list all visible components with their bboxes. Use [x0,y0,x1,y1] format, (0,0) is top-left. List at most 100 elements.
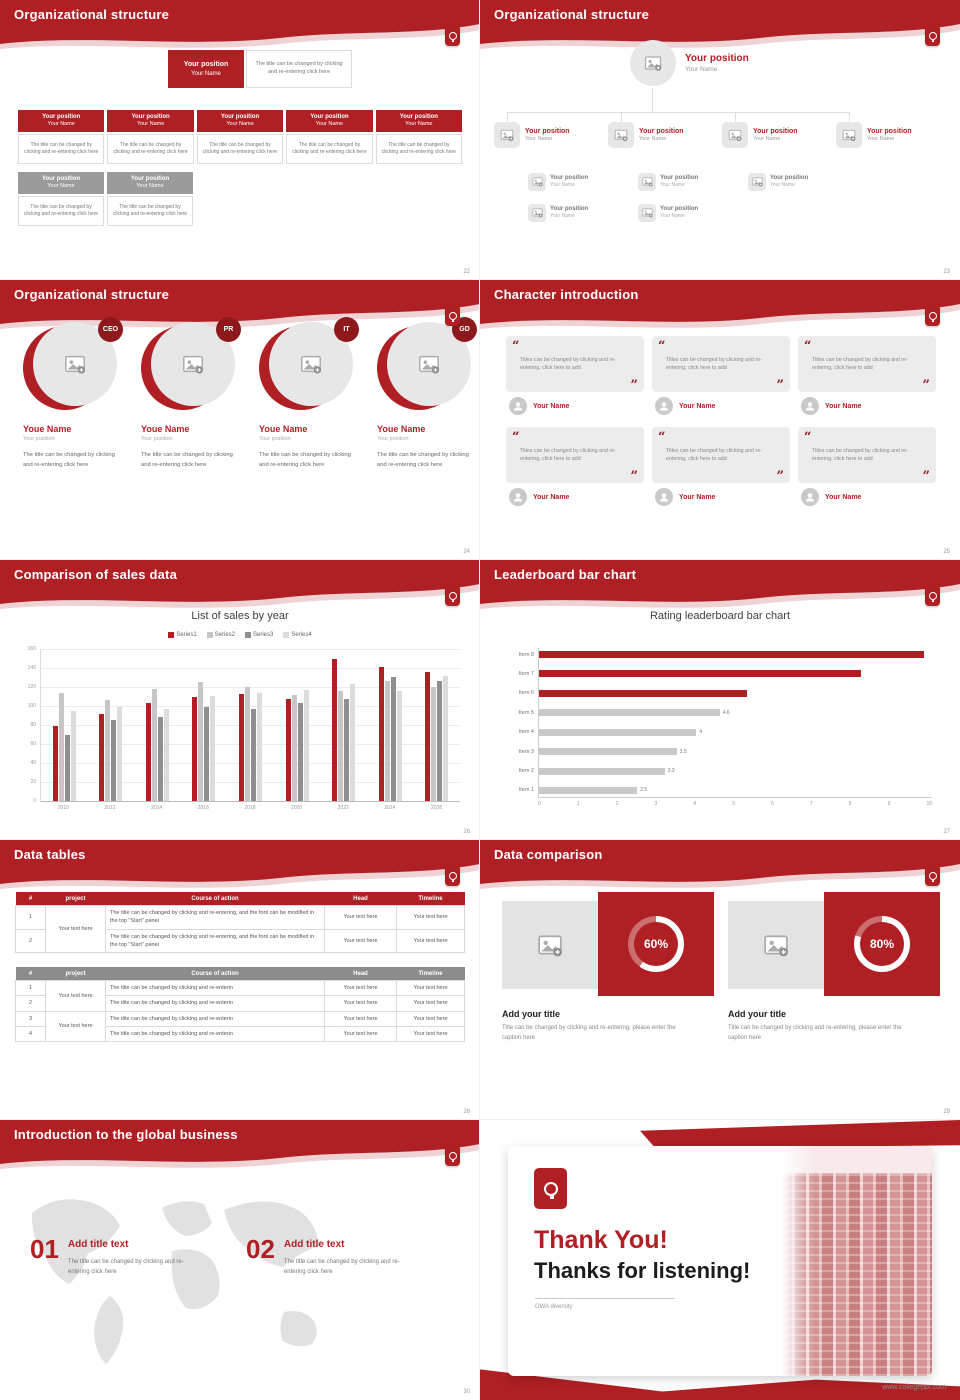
image-placeholder-icon [728,901,824,989]
profile-card: PR Youe Name Your position The title can… [130,317,248,471]
table-row: 1 Your text here The title can be change… [15,905,465,953]
leaderboard-plot: Item 8 Item 7 Item 6 Item 5 4.6 Item 4 4 Item 3… [519,648,932,807]
slide-23[interactable]: Organizational structure Your position Yo… [479,0,960,281]
slide-title: Character introduction [494,287,639,302]
connector-line [652,88,653,112]
profile-card: CEO Youe Name Your position The title ca… [12,317,130,471]
page-number: 24 [463,549,470,555]
slide-title: Introduction to the global business [14,1127,238,1142]
col-header: # [15,967,46,981]
numbered-item: 02 Add title text The title can be chang… [246,1234,400,1276]
node-note: The title can be changed by clicking and… [246,50,352,88]
org-root-node: Your position Your Name [630,40,749,86]
quote-card: “Titles can be changed by clicking and r… [506,427,644,506]
page-number: 30 [463,1389,470,1395]
org-child: Your position Your Name [722,122,836,148]
profile-card: IT Youe Name Your position The title can… [248,317,366,471]
col-header: Course of action [105,892,325,906]
page-number: 27 [943,829,950,835]
slide-26[interactable]: Comparison of sales data List of sales b… [0,559,481,841]
slide-title: Data comparison [494,847,603,862]
org-subchild: Your position Your Name [638,166,748,197]
slide-25[interactable]: Character introduction “Titles can be ch… [479,279,960,561]
world-map [31,1199,319,1364]
table-row: 4 The title can be changed by clicking a… [15,1025,465,1043]
slide-22[interactable]: Organizational structure Your position Yo… [0,0,481,281]
connector-line [507,112,508,122]
quote-card: “Titles can be changed by clicking and r… [652,427,790,506]
thank-you-subtitle: Thanks for listening! [534,1258,751,1283]
org-child: Your position Your Name [608,122,722,148]
brand-logo-icon [925,306,940,326]
org-subchild: Your position Your Name [638,197,748,228]
comparison-card: 80% Add your title Title can be changed … [728,892,940,1043]
connector-line [621,112,622,122]
table-row: 2 The title can be changed by clicking a… [15,995,465,1012]
slide-title: Comparison of sales data [14,567,178,582]
org-node: Your position Your Name The title can be c… [107,172,193,226]
image-placeholder-icon [528,172,546,191]
image-placeholder-icon [722,122,748,148]
role-badge: CEO [98,317,123,342]
quote-card: “Titles can be changed by clicking and r… [798,427,936,506]
slide-30[interactable]: Introduction to the global business 01 A… [0,1119,481,1400]
donut-chart: 60% [628,916,684,972]
table-row: 2 The title can be changed by clicking a… [15,928,465,953]
slide-28[interactable]: Data tables # project Course of action H… [0,839,481,1121]
table-row: 1 Your text here The title can be change… [15,979,465,1012]
col-header: project [45,967,106,981]
slide-thank-you[interactable]: Thank You! Thanks for listening! GWA div… [479,1119,960,1400]
org-node: Your position Your Name The title can be c… [18,110,105,164]
page-number: 25 [943,549,950,555]
col-header: Head [324,967,397,981]
website-link[interactable]: www.collegeppt.com [882,1384,946,1391]
org-row-2: Your position Your Name The title can be c… [18,172,193,226]
page-number: 26 [463,829,470,835]
leaderboard-xlabels: 0 1 2 3 4 5 6 7 8 9 10 [538,801,932,807]
person-icon [655,397,673,415]
brand-logo-icon [445,26,460,46]
profiles: CEO Youe Name Your position The title ca… [12,317,477,471]
org-child: Your position Your Name [836,122,950,148]
image-placeholder-icon [630,40,676,86]
brand-logo-icon [925,586,940,606]
slide-29[interactable]: Data comparison 60% Add your title Title… [479,839,960,1121]
chart-title: Rating leaderboard bar chart [649,610,791,622]
org-node: Your position Your Name The title can be c… [107,110,194,164]
person-icon [801,397,819,415]
thank-you-card: Thank You! Thanks for listening! GWA div… [508,1146,932,1376]
connector-line [849,112,850,122]
leaderboard-rows: Item 8 Item 7 Item 6 Item 5 4.6 Item 4 4 Item 3… [519,648,932,798]
role-badge: IT [334,317,359,342]
chart-legend: Series1 Series2 Series3 Series4 [0,632,480,638]
org-child: Your position Your Name [494,122,608,148]
col-header: Timeline [396,892,465,906]
donut-chart: 80% [854,916,910,972]
role-badge: PR [216,317,241,342]
person-icon [801,488,819,506]
org-node: Your position Your Name The title can be c… [286,110,373,164]
table-row: 3 Your text here The title can be change… [15,1010,465,1042]
org-node: Your position Your Name The title can be c… [196,110,284,164]
col-header: project [45,892,106,906]
org-subchild: Your position Your Name [528,197,638,228]
col-header: Head [324,892,397,906]
brand-logo-icon [925,26,940,46]
page-number: 28 [463,1109,470,1115]
col-header: Timeline [396,967,465,981]
thank-you-title: Thank You! [534,1226,668,1254]
slide-title: Organizational structure [494,7,650,22]
divider [535,1298,675,1299]
slide-24[interactable]: Organizational structure CEO Youe Name Y… [0,279,481,561]
slide-title: Leaderboard bar chart [494,567,637,582]
chart-title: List of sales by year [191,610,289,622]
connector-line [507,112,849,113]
person-icon [509,488,527,506]
node-name: Your Name [191,70,221,77]
quote-card: “Titles can be changed by clicking and r… [506,336,644,415]
slide-27[interactable]: Leaderboard bar chart Rating leaderboard… [479,559,960,841]
data-table-red: # project Course of action Head Timeline… [15,892,465,953]
image-placeholder-icon [638,172,656,191]
brand-logo-icon [445,866,460,886]
quote-card: “Titles can be changed by clicking and r… [652,336,790,415]
